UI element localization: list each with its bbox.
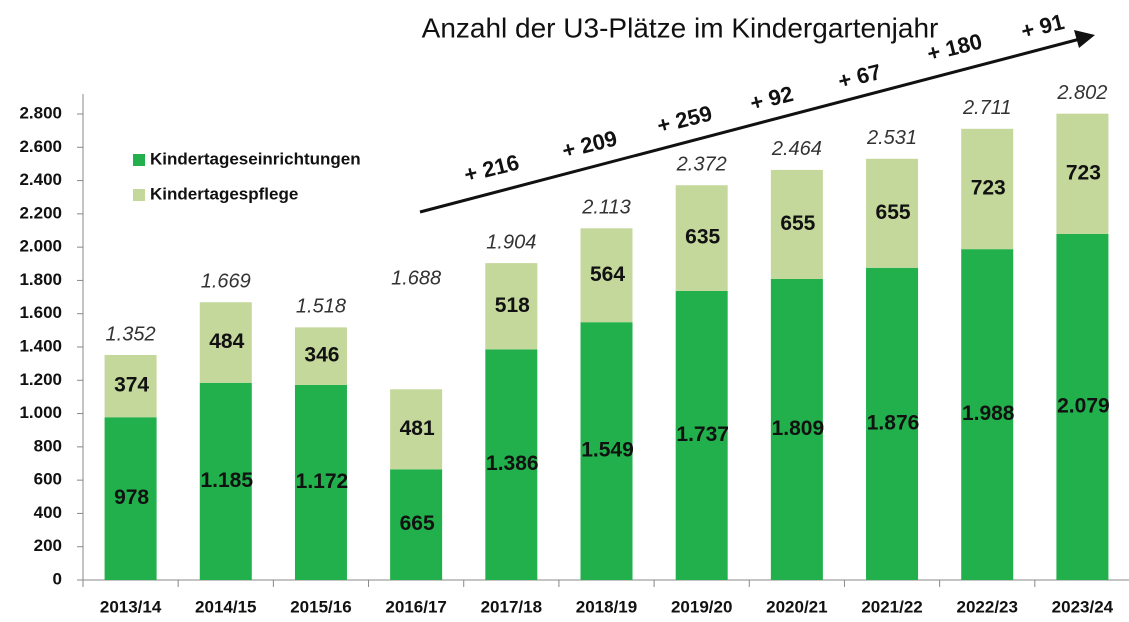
y-tick-label: 2.200 <box>19 203 62 222</box>
segment-label: 346 <box>304 344 339 367</box>
y-tick-label: 200 <box>34 536 62 555</box>
bar-segment <box>294 384 347 580</box>
total-label: 1.518 <box>296 296 346 318</box>
y-tick-label: 400 <box>34 503 62 522</box>
total-label: 2.464 <box>771 138 822 160</box>
total-label: 1.352 <box>106 323 156 345</box>
segment-label: 655 <box>780 212 815 235</box>
bar-segment <box>961 249 1014 580</box>
trend-arrow <box>419 37 1081 214</box>
segment-label: 665 <box>400 512 435 535</box>
segment-label: 2.079 <box>1057 395 1110 418</box>
segment-label: 1.549 <box>581 439 634 462</box>
y-tick-label: 1.600 <box>19 303 62 322</box>
segment-label: 635 <box>685 226 720 249</box>
segment-label: 723 <box>1066 161 1101 184</box>
x-tick-label: 2022/23 <box>957 597 1018 616</box>
segment-label: 518 <box>495 294 530 317</box>
annotation: + 259 <box>655 100 715 138</box>
total-label: 1.669 <box>201 271 251 293</box>
bar-segment <box>961 128 1014 250</box>
segment-label: 1.876 <box>867 411 920 434</box>
bar-segment <box>390 469 443 580</box>
bar-segment <box>770 278 823 580</box>
y-tick-label: 1.000 <box>19 403 62 422</box>
bar-segment <box>485 263 538 350</box>
bar-segment <box>485 349 538 580</box>
segment-label: 978 <box>114 486 149 509</box>
bar-segment <box>104 354 157 418</box>
bar-segment <box>1056 233 1109 580</box>
segment-label: 723 <box>971 177 1006 200</box>
total-label: 1.904 <box>486 231 536 253</box>
legend-label: Kindertagespflege <box>150 184 298 203</box>
total-label: 2.711 <box>962 97 1012 119</box>
bar-segment <box>199 302 252 383</box>
bar-segment <box>294 327 347 385</box>
y-tick-label: 1.800 <box>19 270 62 289</box>
total-label: 2.531 <box>866 127 917 149</box>
x-tick-label: 2023/24 <box>1052 597 1114 616</box>
segment-label: 481 <box>400 417 435 440</box>
chart-title: Anzahl der U3-Plätze im Kindergartenjahr <box>422 12 939 43</box>
annotation: + 91 <box>1018 9 1066 44</box>
legend-label: Kindertageseinrichtungen <box>150 149 361 168</box>
segment-label: 655 <box>876 201 911 224</box>
y-tick-label: 800 <box>34 436 62 455</box>
segment-label: 1.386 <box>486 452 539 475</box>
segment-label: 374 <box>114 374 149 397</box>
x-tick-label: 2014/15 <box>195 597 256 616</box>
y-tick-label: 1.200 <box>19 370 62 389</box>
segment-label: 1.185 <box>200 469 253 492</box>
segment-label: 1.988 <box>962 402 1015 425</box>
annotation: + 67 <box>835 59 883 94</box>
bar-segment <box>390 389 443 470</box>
x-tick-label: 2016/17 <box>385 597 446 616</box>
bar-segment <box>866 267 919 580</box>
bar-segment <box>1056 113 1109 234</box>
bar-segment <box>580 228 633 323</box>
legend-swatch <box>133 154 145 166</box>
segment-label: 564 <box>590 263 625 286</box>
legend-swatch <box>133 189 145 201</box>
bar-segment <box>104 417 157 580</box>
bar-segment <box>866 158 919 268</box>
x-tick-label: 2018/19 <box>576 597 637 616</box>
segment-label: 1.809 <box>772 417 825 440</box>
bar-segment <box>580 322 633 580</box>
total-label: 2.372 <box>676 154 727 176</box>
y-tick-label: 2.600 <box>19 137 62 156</box>
annotation: + 209 <box>560 125 620 163</box>
x-tick-label: 2013/14 <box>100 597 162 616</box>
x-tick-label: 2015/16 <box>290 597 351 616</box>
annotation: + 92 <box>747 81 795 116</box>
segment-label: 1.172 <box>296 470 349 493</box>
y-tick-label: 2.800 <box>19 103 62 122</box>
total-label: 2.113 <box>581 197 631 219</box>
bar-segment <box>199 382 252 580</box>
x-tick-label: 2019/20 <box>671 597 732 616</box>
y-tick-label: 0 <box>53 569 62 588</box>
y-tick-label: 600 <box>34 470 62 489</box>
bar-segment <box>675 290 728 580</box>
x-tick-label: 2021/22 <box>861 597 922 616</box>
arrow-head <box>1074 30 1095 48</box>
y-tick-label: 1.400 <box>19 336 62 355</box>
annotation: + 216 <box>462 149 522 187</box>
total-label: 1.688 <box>391 267 441 289</box>
y-tick-label: 2.400 <box>19 170 62 189</box>
segment-label: 484 <box>209 330 244 353</box>
bar-segment <box>770 169 823 279</box>
x-tick-label: 2020/21 <box>766 597 827 616</box>
segment-label: 1.737 <box>676 423 729 446</box>
bar-segment <box>675 185 728 291</box>
total-label: 2.802 <box>1056 82 1107 104</box>
x-tick-label: 2017/18 <box>481 597 542 616</box>
y-tick-label: 2.000 <box>19 237 62 256</box>
